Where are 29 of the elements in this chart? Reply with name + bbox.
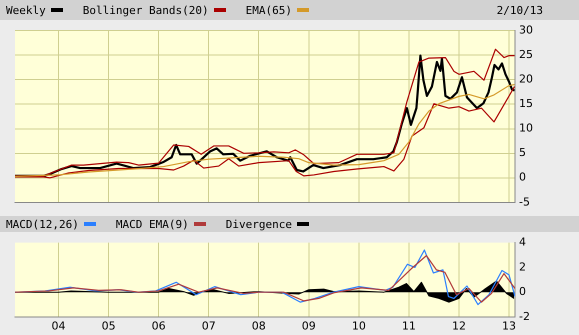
legend-label: Divergence	[226, 218, 292, 230]
y-tick-label: 2	[519, 260, 526, 274]
y-tick-label: 10	[519, 122, 533, 135]
x-tick-label: 10	[352, 319, 366, 332]
y-tick-label: 0	[519, 170, 526, 184]
x-tick-label: 07	[202, 319, 216, 332]
y-tick-label: 25	[519, 48, 533, 61]
x-tick-label: 06	[152, 319, 166, 332]
legend-label: Weekly	[6, 4, 46, 16]
legend-label: Bollinger Bands(20)	[82, 4, 209, 16]
x-tick-label: 08	[252, 319, 266, 332]
text: 2/10/13	[496, 4, 543, 16]
y-tick-label: 0	[519, 285, 526, 298]
x-tick-label: 09	[302, 319, 316, 332]
x-tick-label: 05	[102, 319, 116, 332]
x-tick-label: 12	[452, 319, 466, 332]
legend-label: EMA(65)	[246, 4, 292, 16]
y-tick-label: 15	[519, 97, 533, 110]
y-tick-label: 5	[519, 146, 526, 160]
y-tick-label: -2	[519, 310, 530, 323]
x-tick-label: 13	[502, 319, 516, 332]
y-tick-label: 30	[519, 23, 533, 36]
y-tick-label: -5	[519, 195, 530, 208]
y-tick-label: 4	[519, 235, 526, 248]
y-tick-label: 20	[519, 72, 533, 86]
legend-label: MACD EMA(9)	[116, 218, 189, 230]
x-tick-label: 11	[402, 319, 416, 332]
x-tick-label: 04	[52, 319, 66, 332]
legend-label: MACD(12,26)	[6, 218, 79, 230]
